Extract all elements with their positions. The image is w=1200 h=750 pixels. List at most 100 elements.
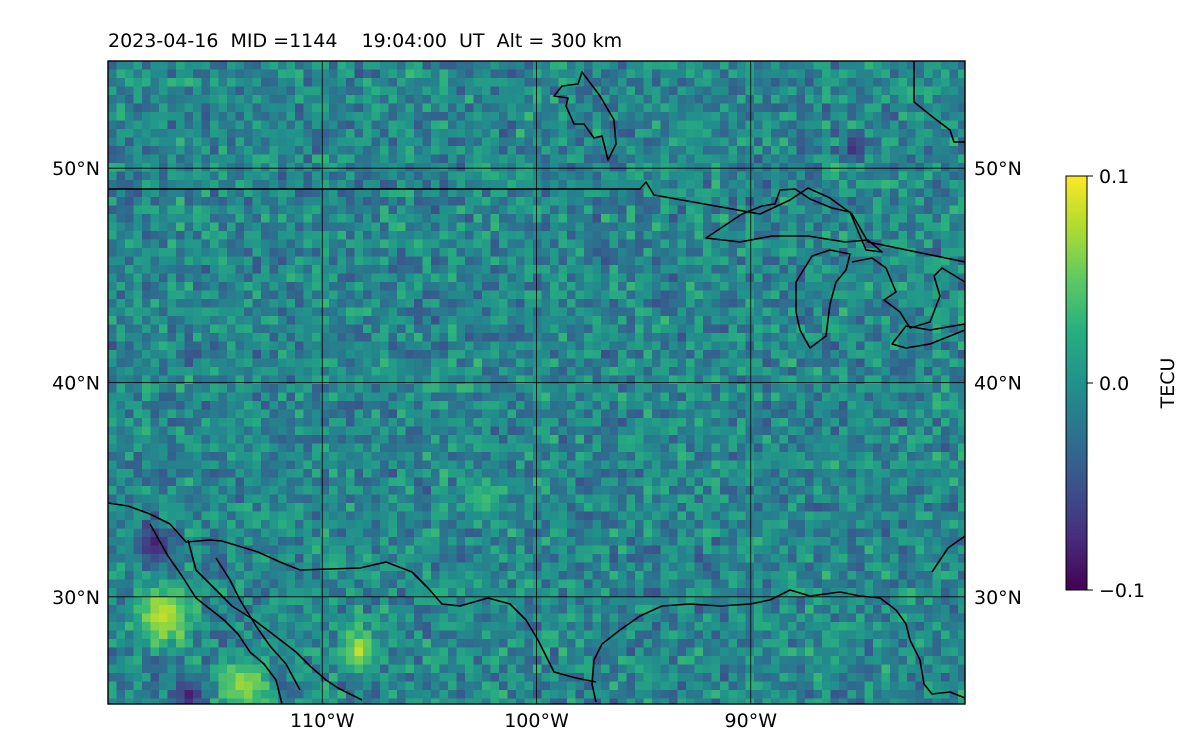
tec-cell bbox=[414, 477, 424, 487]
tec-cell bbox=[524, 333, 534, 343]
tec-cell bbox=[890, 197, 900, 207]
tec-cell bbox=[864, 163, 874, 173]
tec-cell bbox=[388, 222, 398, 232]
tec-cell bbox=[524, 316, 534, 326]
tec-cell bbox=[745, 375, 755, 385]
tec-cell bbox=[915, 409, 925, 419]
tec-cell bbox=[448, 154, 458, 164]
tec-cell bbox=[694, 333, 704, 343]
tec-cell bbox=[805, 409, 815, 419]
tec-cell bbox=[703, 316, 713, 326]
tec-cell bbox=[771, 290, 781, 300]
tec-cell bbox=[142, 154, 152, 164]
tec-cell bbox=[278, 112, 288, 122]
tec-cell bbox=[337, 367, 347, 377]
tec-cell bbox=[218, 197, 228, 207]
tec-cell bbox=[856, 95, 866, 105]
tec-cell bbox=[890, 341, 900, 351]
tec-cell bbox=[907, 299, 917, 309]
tec-cell bbox=[482, 239, 492, 249]
tec-cell bbox=[822, 103, 832, 113]
tec-cell bbox=[193, 409, 203, 419]
tec-cell bbox=[796, 95, 806, 105]
tec-cell bbox=[142, 248, 152, 258]
tec-cell bbox=[754, 282, 764, 292]
tec-cell bbox=[677, 171, 687, 181]
tec-cell bbox=[516, 452, 526, 462]
tec-cell bbox=[584, 231, 594, 241]
tec-cell bbox=[592, 256, 602, 266]
tec-cell bbox=[227, 78, 237, 88]
tec-cell bbox=[720, 460, 730, 470]
tec-cell bbox=[550, 350, 560, 360]
tec-cell bbox=[669, 248, 679, 258]
tec-cell bbox=[456, 452, 466, 462]
tec-cell bbox=[380, 401, 390, 411]
tec-cell bbox=[626, 103, 636, 113]
tec-cell bbox=[210, 129, 220, 139]
tec-cell bbox=[422, 146, 432, 156]
tec-cell bbox=[890, 367, 900, 377]
tec-cell bbox=[694, 78, 704, 88]
tec-cell bbox=[626, 358, 636, 368]
tec-cell bbox=[805, 95, 815, 105]
tec-cell bbox=[125, 435, 135, 445]
tec-cell bbox=[652, 222, 662, 232]
tec-cell bbox=[847, 333, 857, 343]
tec-cell bbox=[694, 452, 704, 462]
tec-cell bbox=[133, 401, 143, 411]
tec-cell bbox=[677, 78, 687, 88]
tec-cell bbox=[516, 401, 526, 411]
tec-cell bbox=[618, 171, 628, 181]
tec-cell bbox=[856, 146, 866, 156]
tec-cell bbox=[796, 69, 806, 79]
tec-cell bbox=[924, 95, 934, 105]
tec-cell bbox=[516, 469, 526, 479]
tec-cell bbox=[167, 299, 177, 309]
tec-cell bbox=[898, 154, 908, 164]
tec-cell bbox=[652, 443, 662, 453]
tec-cell bbox=[371, 265, 381, 275]
tec-cell bbox=[303, 358, 313, 368]
tec-cell bbox=[388, 69, 398, 79]
tec-cell bbox=[728, 154, 738, 164]
tec-cell bbox=[133, 103, 143, 113]
tec-cell bbox=[312, 282, 322, 292]
tec-cell bbox=[847, 324, 857, 334]
tec-cell bbox=[609, 367, 619, 377]
tec-cell bbox=[193, 443, 203, 453]
tec-cell bbox=[465, 477, 475, 487]
tec-cell bbox=[618, 78, 628, 88]
tec-cell bbox=[762, 197, 772, 207]
tec-cell bbox=[754, 188, 764, 198]
tec-cell bbox=[771, 282, 781, 292]
tec-cell bbox=[473, 392, 483, 402]
tec-cell bbox=[643, 154, 653, 164]
tec-cell bbox=[958, 265, 965, 275]
tec-cell bbox=[584, 316, 594, 326]
tec-cell bbox=[125, 154, 135, 164]
tec-cell bbox=[533, 171, 543, 181]
tec-cell bbox=[397, 384, 407, 394]
tec-cell bbox=[227, 222, 237, 232]
tec-cell bbox=[176, 426, 186, 436]
tec-cell bbox=[210, 180, 220, 190]
tec-cell bbox=[303, 69, 313, 79]
tec-cell bbox=[890, 375, 900, 385]
tec-cell bbox=[864, 282, 874, 292]
tec-cell bbox=[218, 384, 228, 394]
tec-cell bbox=[405, 358, 415, 368]
tec-cell bbox=[915, 469, 925, 479]
tec-cell bbox=[329, 78, 339, 88]
tec-cell bbox=[473, 290, 483, 300]
tec-cell bbox=[218, 86, 228, 96]
tec-cell bbox=[864, 443, 874, 453]
tec-cell bbox=[439, 341, 449, 351]
tec-cell bbox=[337, 120, 347, 130]
tec-cell bbox=[788, 350, 798, 360]
tec-cell bbox=[201, 188, 211, 198]
tec-cell bbox=[932, 95, 942, 105]
tec-cell bbox=[116, 61, 126, 71]
tec-cell bbox=[303, 86, 313, 96]
tec-cell bbox=[431, 69, 441, 79]
